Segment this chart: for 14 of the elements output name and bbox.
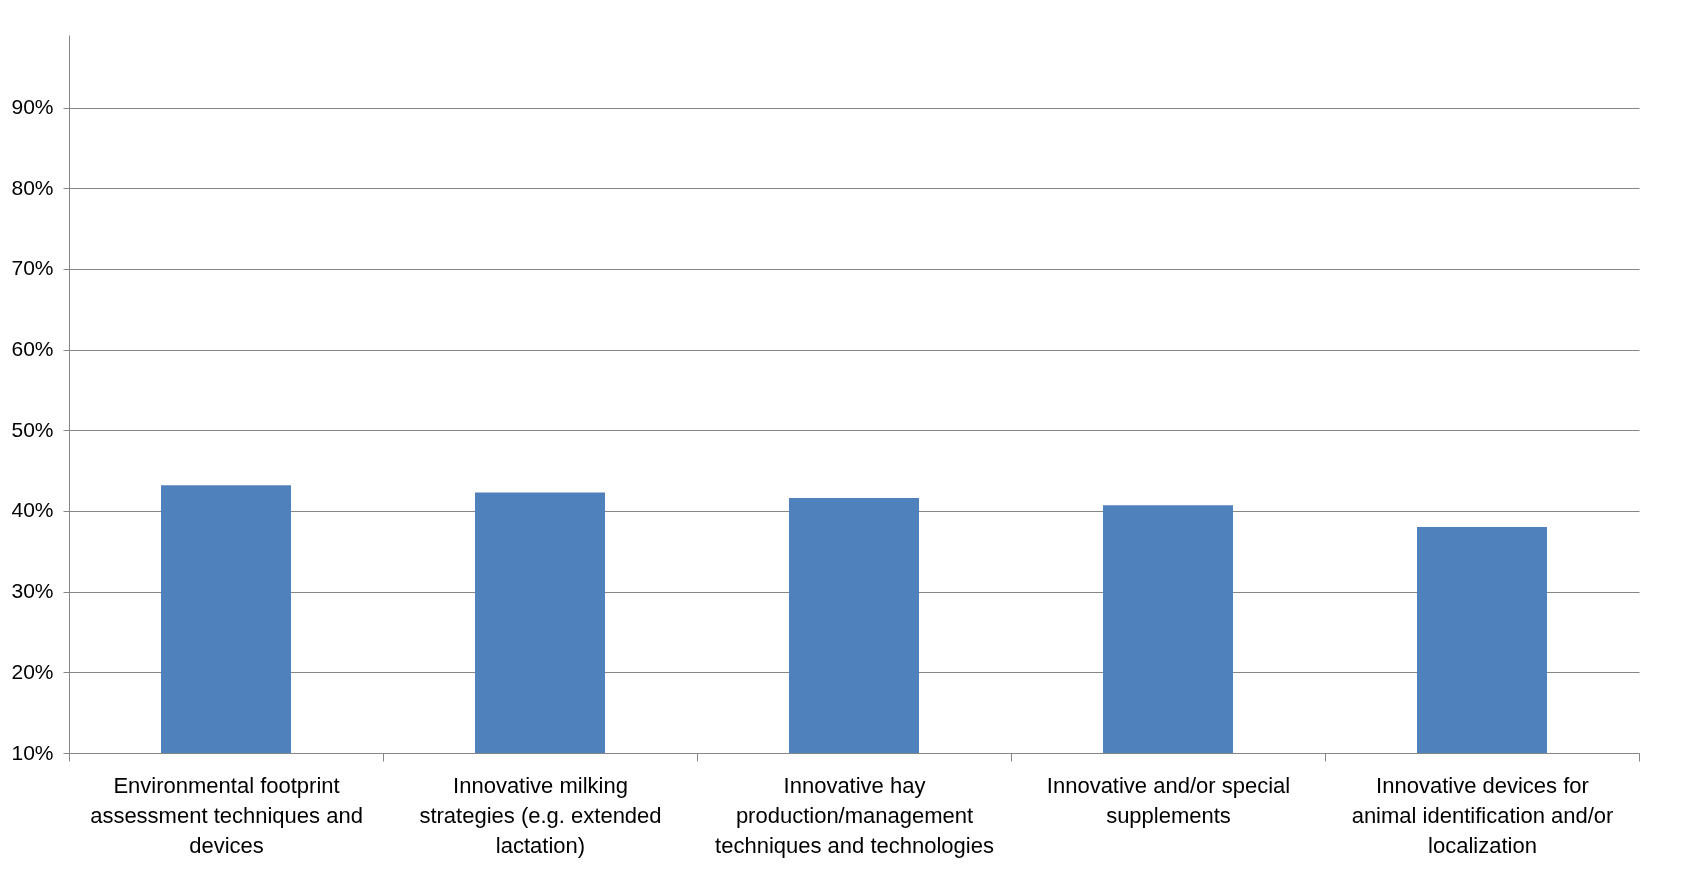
- x-tick-label: Innovative devices for animal identification and/or localization: [1351, 772, 1614, 858]
- y-tick-label: 60%: [11, 337, 54, 361]
- y-tick-label: 30%: [11, 579, 54, 603]
- y-tick-label: 50%: [11, 417, 54, 441]
- y-tick-label: 10%: [11, 740, 54, 764]
- y-tick-label: 90%: [11, 95, 54, 119]
- y-tick-label: 70%: [11, 256, 54, 280]
- x-tick-label: Environmental footprint assessment techniques and devices: [90, 772, 363, 858]
- x-tick-label: Innovative and/or special supplements: [1046, 772, 1291, 828]
- y-tick-label: 80%: [11, 175, 54, 199]
- y-tick-label: 40%: [11, 498, 54, 522]
- y-tick-label: 20%: [11, 659, 54, 683]
- x-tick-label: Innovative milking strategies (e.g. extended lactation): [419, 772, 662, 858]
- x-tick-label: Innovative hay production/management techniques and technologies: [715, 772, 994, 858]
